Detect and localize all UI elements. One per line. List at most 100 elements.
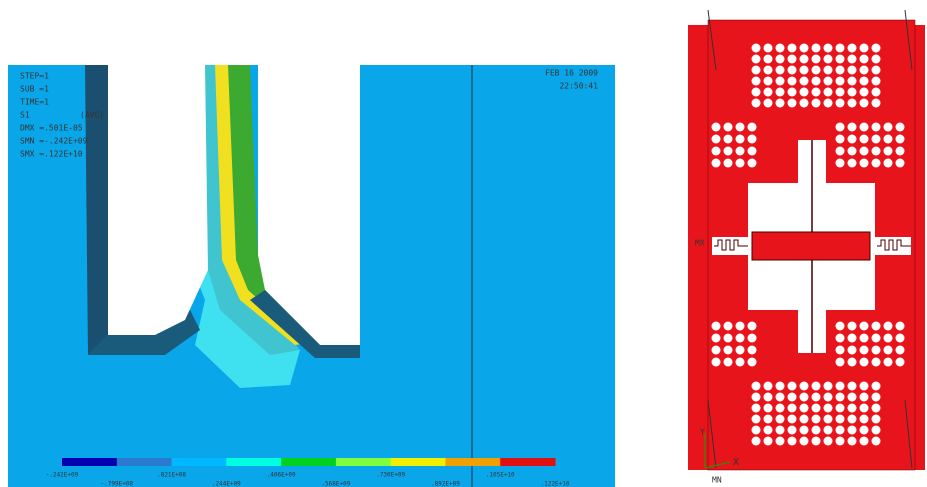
hole bbox=[896, 147, 905, 156]
hole bbox=[712, 346, 721, 355]
hole bbox=[884, 135, 893, 144]
hole bbox=[788, 426, 797, 435]
hole bbox=[764, 382, 773, 391]
hole bbox=[824, 404, 833, 413]
hole bbox=[748, 334, 757, 343]
hole bbox=[800, 88, 809, 97]
hole bbox=[812, 99, 821, 108]
hole bbox=[812, 382, 821, 391]
info-text: S1 bbox=[20, 111, 30, 120]
hole bbox=[800, 426, 809, 435]
hole bbox=[872, 415, 881, 424]
legend-swatch bbox=[62, 458, 117, 466]
hole bbox=[764, 44, 773, 53]
hole bbox=[860, 437, 869, 446]
hole bbox=[724, 159, 733, 168]
hole bbox=[712, 135, 721, 144]
hole bbox=[764, 404, 773, 413]
hole bbox=[788, 404, 797, 413]
hole bbox=[872, 404, 881, 413]
hole bbox=[872, 346, 881, 355]
hole bbox=[764, 88, 773, 97]
hole bbox=[860, 44, 869, 53]
hole bbox=[860, 147, 869, 156]
info-text: SMX =.122E+10 bbox=[20, 150, 83, 159]
hole bbox=[860, 404, 869, 413]
legend-swatch bbox=[445, 458, 500, 466]
hole bbox=[812, 66, 821, 75]
hole bbox=[800, 99, 809, 108]
x-axis-label: X bbox=[733, 457, 739, 468]
hole bbox=[824, 88, 833, 97]
hole bbox=[896, 123, 905, 132]
side-strip bbox=[915, 25, 925, 470]
time-text: 22:50:41 bbox=[559, 82, 598, 91]
hole bbox=[848, 437, 857, 446]
hole bbox=[848, 66, 857, 75]
hole bbox=[860, 55, 869, 64]
hole bbox=[712, 322, 721, 331]
hole bbox=[724, 322, 733, 331]
hole bbox=[776, 66, 785, 75]
info-text: (AVG) bbox=[80, 111, 104, 120]
hole bbox=[860, 159, 869, 168]
hole bbox=[824, 77, 833, 86]
hole bbox=[752, 44, 761, 53]
hole bbox=[860, 99, 869, 108]
hole bbox=[872, 44, 881, 53]
mn-label: MN bbox=[712, 476, 722, 485]
legend-label: .568E+09 bbox=[321, 481, 350, 487]
hole bbox=[736, 147, 745, 156]
hole bbox=[800, 44, 809, 53]
hole bbox=[712, 147, 721, 156]
y-axis-label: Y bbox=[700, 428, 705, 437]
hole bbox=[776, 404, 785, 413]
hole bbox=[872, 322, 881, 331]
hole bbox=[872, 123, 881, 132]
hole bbox=[812, 437, 821, 446]
hole bbox=[836, 404, 845, 413]
structure-plot: MX MN Y X bbox=[688, 10, 925, 485]
hole bbox=[872, 77, 881, 86]
hole bbox=[788, 99, 797, 108]
hole bbox=[836, 426, 845, 435]
hole bbox=[872, 55, 881, 64]
hole bbox=[724, 147, 733, 156]
side-strip bbox=[688, 25, 708, 470]
hole bbox=[872, 99, 881, 108]
hole bbox=[812, 44, 821, 53]
hole bbox=[872, 66, 881, 75]
hole bbox=[860, 346, 869, 355]
hole bbox=[764, 426, 773, 435]
legend-label: -.242E+09 bbox=[46, 472, 79, 479]
hole bbox=[872, 334, 881, 343]
hole bbox=[712, 334, 721, 343]
hole bbox=[848, 426, 857, 435]
hole bbox=[764, 437, 773, 446]
hole bbox=[848, 55, 857, 64]
hole bbox=[776, 44, 785, 53]
hole bbox=[884, 147, 893, 156]
legend-label: .406E+09 bbox=[267, 472, 296, 479]
hole bbox=[724, 334, 733, 343]
hole bbox=[848, 322, 857, 331]
hole bbox=[800, 382, 809, 391]
hole bbox=[884, 358, 893, 367]
hole bbox=[896, 358, 905, 367]
hole bbox=[812, 426, 821, 435]
hole bbox=[824, 426, 833, 435]
stress-plot: STEP=1 SUB =1 TIME=1 S1 (AVG) DMX =.501E… bbox=[8, 65, 615, 487]
hole bbox=[860, 123, 869, 132]
hole bbox=[752, 77, 761, 86]
proof-mass bbox=[752, 232, 870, 260]
hole bbox=[872, 147, 881, 156]
hole bbox=[800, 415, 809, 424]
info-text: SMN =-.242E+09 bbox=[20, 137, 88, 146]
hole bbox=[776, 77, 785, 86]
hole bbox=[848, 393, 857, 402]
hole bbox=[712, 123, 721, 132]
hole bbox=[788, 88, 797, 97]
hole bbox=[848, 44, 857, 53]
hole bbox=[872, 382, 881, 391]
hole bbox=[776, 88, 785, 97]
